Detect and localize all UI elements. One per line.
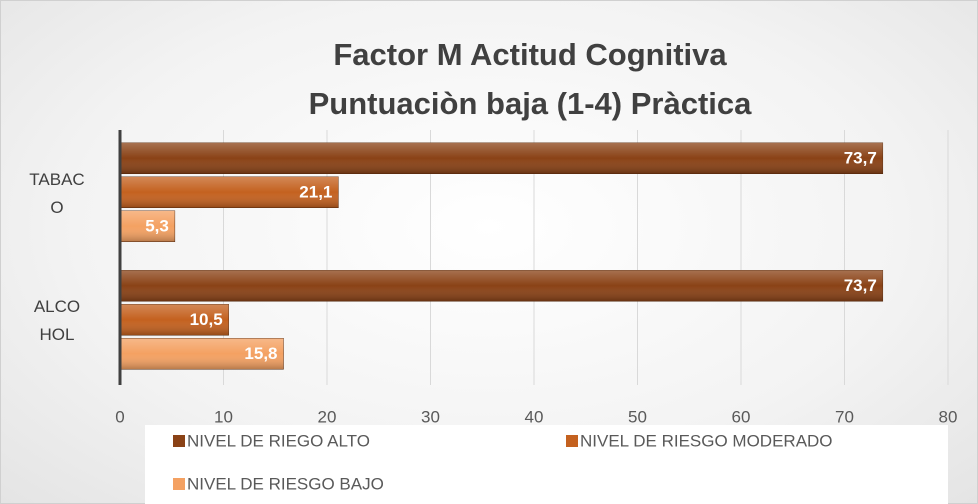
legend-swatch — [173, 478, 185, 490]
x-tick-label: 20 — [318, 407, 337, 426]
chart-title: Factor M Actitud Cognitiva — [333, 37, 727, 72]
data-label: 10,5 — [190, 310, 223, 329]
chart-title: Puntuaciòn baja (1-4) Pràctica — [309, 86, 752, 121]
data-label: 15,8 — [244, 344, 277, 363]
data-label: 5,3 — [145, 217, 169, 236]
y-tick-label: TABACO — [29, 169, 85, 217]
y-tick-label: ALCOHOL — [33, 297, 81, 345]
legend-swatch — [173, 435, 185, 447]
legend-swatch — [566, 435, 578, 447]
data-label: 21,1 — [299, 183, 332, 202]
bar-shade — [120, 270, 883, 302]
data-label: 73,7 — [844, 149, 877, 168]
bar-shade — [120, 210, 175, 242]
x-tick-label: 0 — [115, 407, 124, 426]
bar-shade — [120, 338, 284, 370]
x-tick-label: 30 — [421, 407, 440, 426]
x-tick-label: 50 — [628, 407, 647, 426]
bar-shade — [120, 304, 229, 336]
x-tick-label: 10 — [214, 407, 233, 426]
x-tick-label: 70 — [835, 407, 854, 426]
x-tick-label: 80 — [939, 407, 958, 426]
bar-shade — [120, 142, 883, 174]
legend-background — [145, 425, 948, 504]
bar-shade — [120, 176, 339, 208]
legend-label: NIVEL DE RIEGO ALTO — [187, 431, 370, 450]
x-tick-label: 40 — [525, 407, 544, 426]
legend-label: NIVEL DE RIESGO BAJO — [187, 474, 384, 493]
data-label: 73,7 — [844, 276, 877, 295]
legend-label: NIVEL DE RIESGO MODERADO — [580, 431, 833, 450]
x-tick-label: 60 — [732, 407, 751, 426]
